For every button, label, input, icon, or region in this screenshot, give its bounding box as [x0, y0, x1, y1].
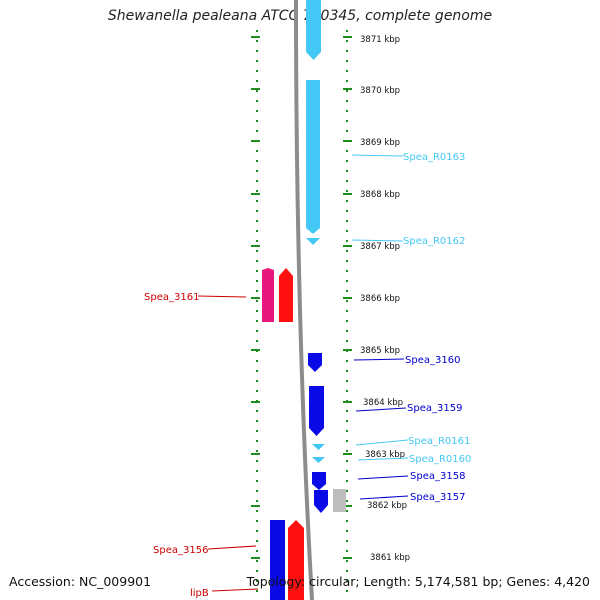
leader-spea-3158: [357, 475, 409, 480]
feature-spea-r0162[interactable]: [306, 238, 320, 245]
tick-label: 3871 kbp: [360, 35, 400, 45]
leader-spea-3156: [207, 545, 257, 550]
tick-label: 3870 kbp: [360, 86, 400, 96]
feature-spea-3157[interactable]: [314, 490, 328, 513]
leader-spea-r0160: [357, 457, 409, 461]
leader-spea-3160: [353, 358, 405, 361]
gene-label-spea-3156[interactable]: Spea_3156: [153, 545, 208, 556]
leader-spea-3161: [197, 295, 247, 298]
gene-label-spea-3158[interactable]: Spea_3158: [410, 471, 465, 482]
tick-label: 3867 kbp: [360, 242, 400, 252]
tick-label: 3863 kbp: [365, 450, 405, 460]
leader-spea-3157: [359, 495, 409, 500]
gene-label-spea-r0161[interactable]: Spea_R0161: [408, 436, 470, 447]
tick-label: 3862 kbp: [367, 501, 407, 511]
gene-label-spea-r0162[interactable]: Spea_R0162: [403, 236, 465, 247]
genome-summary-label: Topology: circular; Length: 5,174,581 bp…: [246, 574, 590, 589]
gene-label-spea-3161[interactable]: Spea_3161: [144, 292, 199, 303]
tick-label: 3869 kbp: [360, 138, 400, 148]
features: [262, 0, 346, 600]
feature-spea-3161[interactable]: [279, 268, 293, 322]
gene-label-spea-3157[interactable]: Spea_3157: [410, 492, 465, 503]
accession-label: Accession: NC_009901: [9, 574, 152, 589]
genome-title: Shewanella pealeana ATCC 700345, complet…: [107, 8, 493, 24]
leader-spea-r0161: [355, 439, 409, 446]
tick-label: 3865 kbp: [360, 346, 400, 356]
tick-label: 3864 kbp: [363, 398, 403, 408]
feature-lipb[interactable]: [288, 520, 304, 600]
feature-spea-r0163[interactable]: [306, 80, 320, 234]
leader-lipb: [211, 588, 259, 592]
feature-spea-3156[interactable]: [270, 520, 285, 600]
leader-spea-r0162: [351, 239, 404, 242]
gene-label-spea-r0163[interactable]: Spea_R0163: [403, 152, 465, 163]
tick-label: 3866 kbp: [360, 294, 400, 304]
gene-label-spea-3159[interactable]: Spea_3159: [407, 403, 462, 414]
tick-label: 3861 kbp: [370, 553, 410, 563]
leader-lines: [197, 154, 409, 592]
feature-spea-3158[interactable]: [312, 472, 326, 490]
backbone-arc: [294, 0, 314, 600]
leader-spea-3159: [355, 407, 407, 412]
gene-label-spea-3160[interactable]: Spea_3160: [405, 355, 460, 366]
gene-label-lipb[interactable]: lipB: [190, 588, 209, 599]
feature-spea-3161a[interactable]: [262, 268, 274, 322]
feature-spea-r0163-top[interactable]: [306, 0, 321, 60]
feature-spea-r0160[interactable]: [312, 457, 325, 463]
feature-other-gray[interactable]: [333, 489, 346, 512]
gene-label-spea-r0160[interactable]: Spea_R0160: [409, 454, 471, 465]
gene-labels: Spea_R0163 Spea_R0162 Spea_3161 Spea_316…: [144, 152, 471, 599]
tick-labels: 3871 kbp 3870 kbp 3869 kbp 3868 kbp 3867…: [360, 35, 410, 563]
feature-spea-3160[interactable]: [308, 353, 322, 372]
feature-spea-3159[interactable]: [309, 386, 324, 436]
tick-label: 3868 kbp: [360, 190, 400, 200]
feature-spea-r0161[interactable]: [312, 444, 325, 450]
leader-spea-r0163: [351, 154, 404, 157]
